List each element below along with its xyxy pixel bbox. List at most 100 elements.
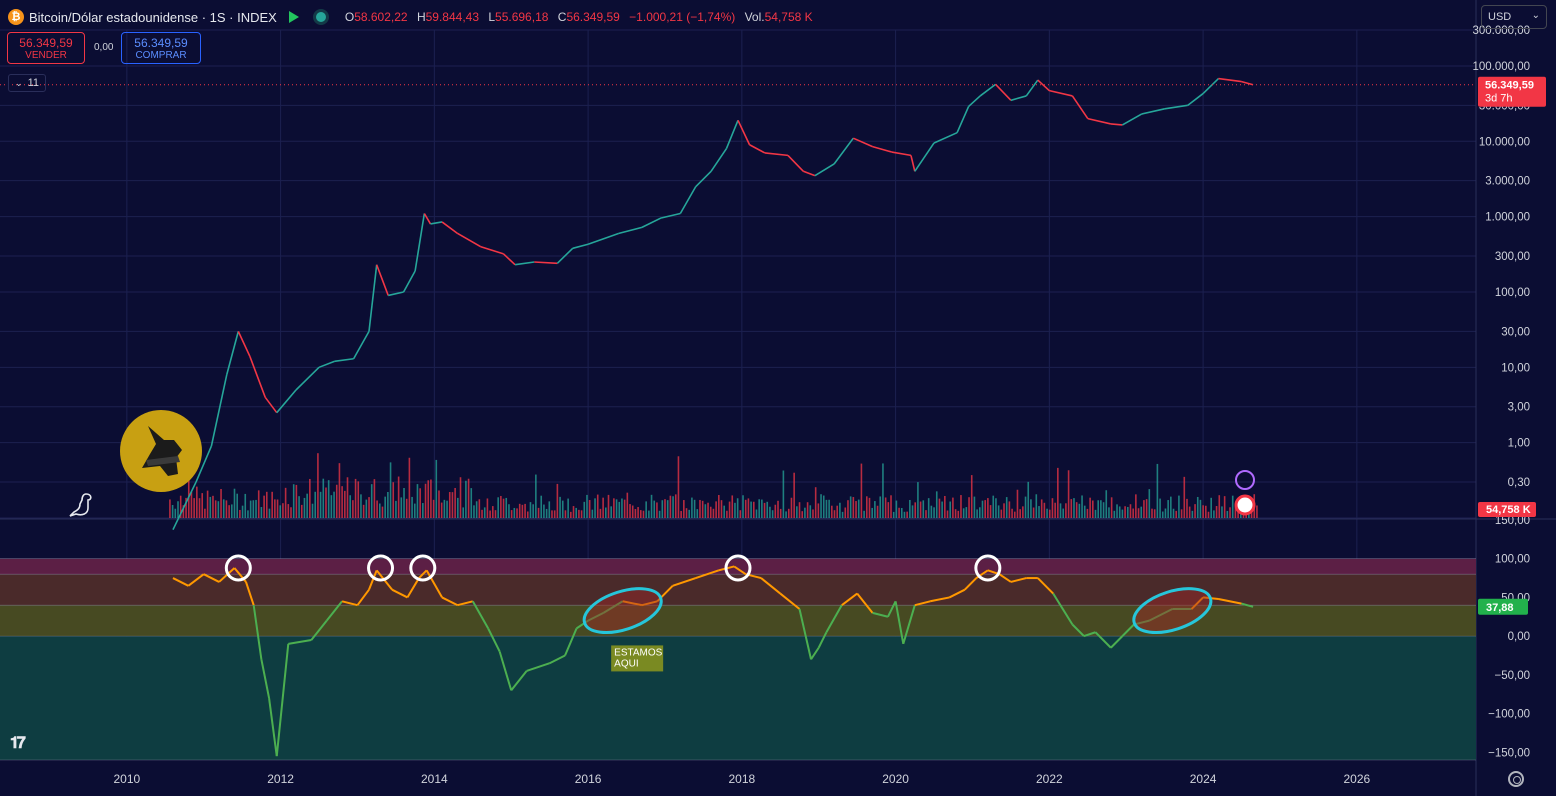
oscillator-segment	[622, 600, 643, 607]
oscillator-segment	[471, 600, 490, 629]
volume-bar	[742, 495, 744, 518]
volume-bar	[311, 503, 314, 518]
volume-bar	[731, 495, 734, 518]
volume-bar	[930, 505, 933, 518]
volume-bar	[187, 465, 190, 518]
dinosaur-icon[interactable]	[68, 492, 98, 518]
volume-bar	[1140, 506, 1143, 518]
volume-bar	[914, 502, 917, 518]
volume-bars	[169, 453, 1258, 518]
volume-bar	[938, 498, 941, 518]
volume-bar	[419, 488, 421, 518]
volume-bar	[1126, 506, 1129, 518]
volume-bar	[335, 484, 338, 518]
volume-bar	[403, 487, 405, 518]
volume-bar	[217, 501, 220, 518]
volume-bar	[645, 501, 647, 518]
volume-bar	[817, 503, 820, 518]
volume-bar	[1231, 495, 1234, 518]
oscillator-segment	[602, 600, 624, 614]
oscillator-segment	[1133, 619, 1150, 626]
volume-bar	[397, 476, 400, 518]
volume-bar	[233, 488, 236, 518]
volume-bar	[782, 470, 785, 518]
flag-icon[interactable]	[288, 11, 299, 23]
oscillator-segment	[275, 643, 290, 757]
price-tick-label: 0,30	[1508, 477, 1530, 489]
volume-bar	[255, 499, 257, 518]
volume-bar	[443, 499, 446, 518]
volume-bar	[739, 510, 742, 518]
volume-bar	[341, 486, 343, 518]
volume-bar	[785, 511, 787, 518]
volume-bar	[319, 491, 322, 518]
oscillator-segment	[406, 577, 420, 598]
oscillator-band	[0, 605, 1476, 637]
volume-bar	[887, 502, 890, 518]
volume-bar	[1024, 496, 1027, 518]
volume-bar	[863, 510, 865, 518]
price-tick-label: 100.000,00	[1472, 61, 1530, 73]
oscillator-segment	[564, 627, 578, 656]
volume-bar	[1083, 505, 1086, 518]
volume-bar	[467, 478, 470, 518]
volume-bar	[376, 500, 378, 518]
time-tick-label: 2010	[113, 772, 140, 786]
volume-bar	[1011, 508, 1013, 518]
price-segment	[872, 145, 892, 153]
price-segment	[1049, 89, 1073, 97]
volume-bar	[973, 496, 976, 518]
price-segment	[764, 152, 789, 157]
symbol-title[interactable]: Bitcoin/Dólar estadounidense · 1S · INDE…	[29, 9, 277, 25]
volume-bar	[1032, 507, 1035, 518]
oscillator-segment	[187, 573, 205, 587]
volume-bar	[354, 478, 357, 518]
volume-bar	[381, 506, 384, 518]
indicators-toggle[interactable]: ⌄ 11	[8, 74, 46, 92]
volume-bar	[774, 504, 777, 518]
volume-bar	[844, 507, 847, 518]
volume-bar	[548, 501, 551, 518]
tradingview-logo[interactable]: 𝟏𝟕	[10, 735, 26, 752]
sell-button[interactable]: 56.349,59 VENDER	[7, 32, 85, 64]
volume-bar	[427, 480, 430, 518]
oscillator-segment	[310, 620, 328, 641]
volume-bar	[551, 510, 553, 518]
price-axis: 300.000,00100.000,0030.000,0010.000,003.…	[1472, 25, 1530, 489]
oscillator-segment	[576, 619, 589, 630]
volume-bar	[473, 505, 475, 518]
volume-bar	[892, 511, 895, 518]
oscillator-segment	[1083, 631, 1096, 638]
last-price-label: 56.349,59	[1485, 80, 1534, 92]
volume-bar	[1196, 496, 1199, 518]
currency-select[interactable]: USD ⌄	[1481, 5, 1547, 29]
price-segment	[1087, 117, 1112, 125]
volume-bar	[384, 496, 386, 518]
volume-bar	[518, 503, 521, 518]
gear-icon[interactable]	[1508, 771, 1524, 787]
price-segment	[226, 331, 240, 375]
price-tick-label: 10.000,00	[1479, 136, 1530, 148]
volume-bar	[814, 487, 817, 518]
volume-bar	[1043, 502, 1046, 518]
volume-bar	[537, 507, 540, 518]
volume-bar	[586, 494, 588, 518]
volume-bar	[346, 477, 349, 518]
annotation-text: AQUI	[614, 658, 638, 669]
price-segment	[1037, 79, 1050, 92]
buy-button[interactable]: 56.349,59 COMPRAR	[121, 32, 201, 64]
volume-bar	[1199, 499, 1202, 518]
volume-bar	[1051, 498, 1054, 518]
volume-bar	[707, 502, 709, 518]
volume-bar	[1175, 510, 1178, 518]
volume-bar	[182, 505, 185, 518]
volume-bar	[529, 502, 532, 518]
volume-bar	[884, 497, 887, 518]
volume-bar	[639, 510, 642, 518]
price-tick-label: 30,00	[1501, 326, 1530, 338]
volume-bar	[801, 511, 804, 518]
volume-bar	[995, 498, 997, 518]
volume-bar	[965, 507, 968, 518]
